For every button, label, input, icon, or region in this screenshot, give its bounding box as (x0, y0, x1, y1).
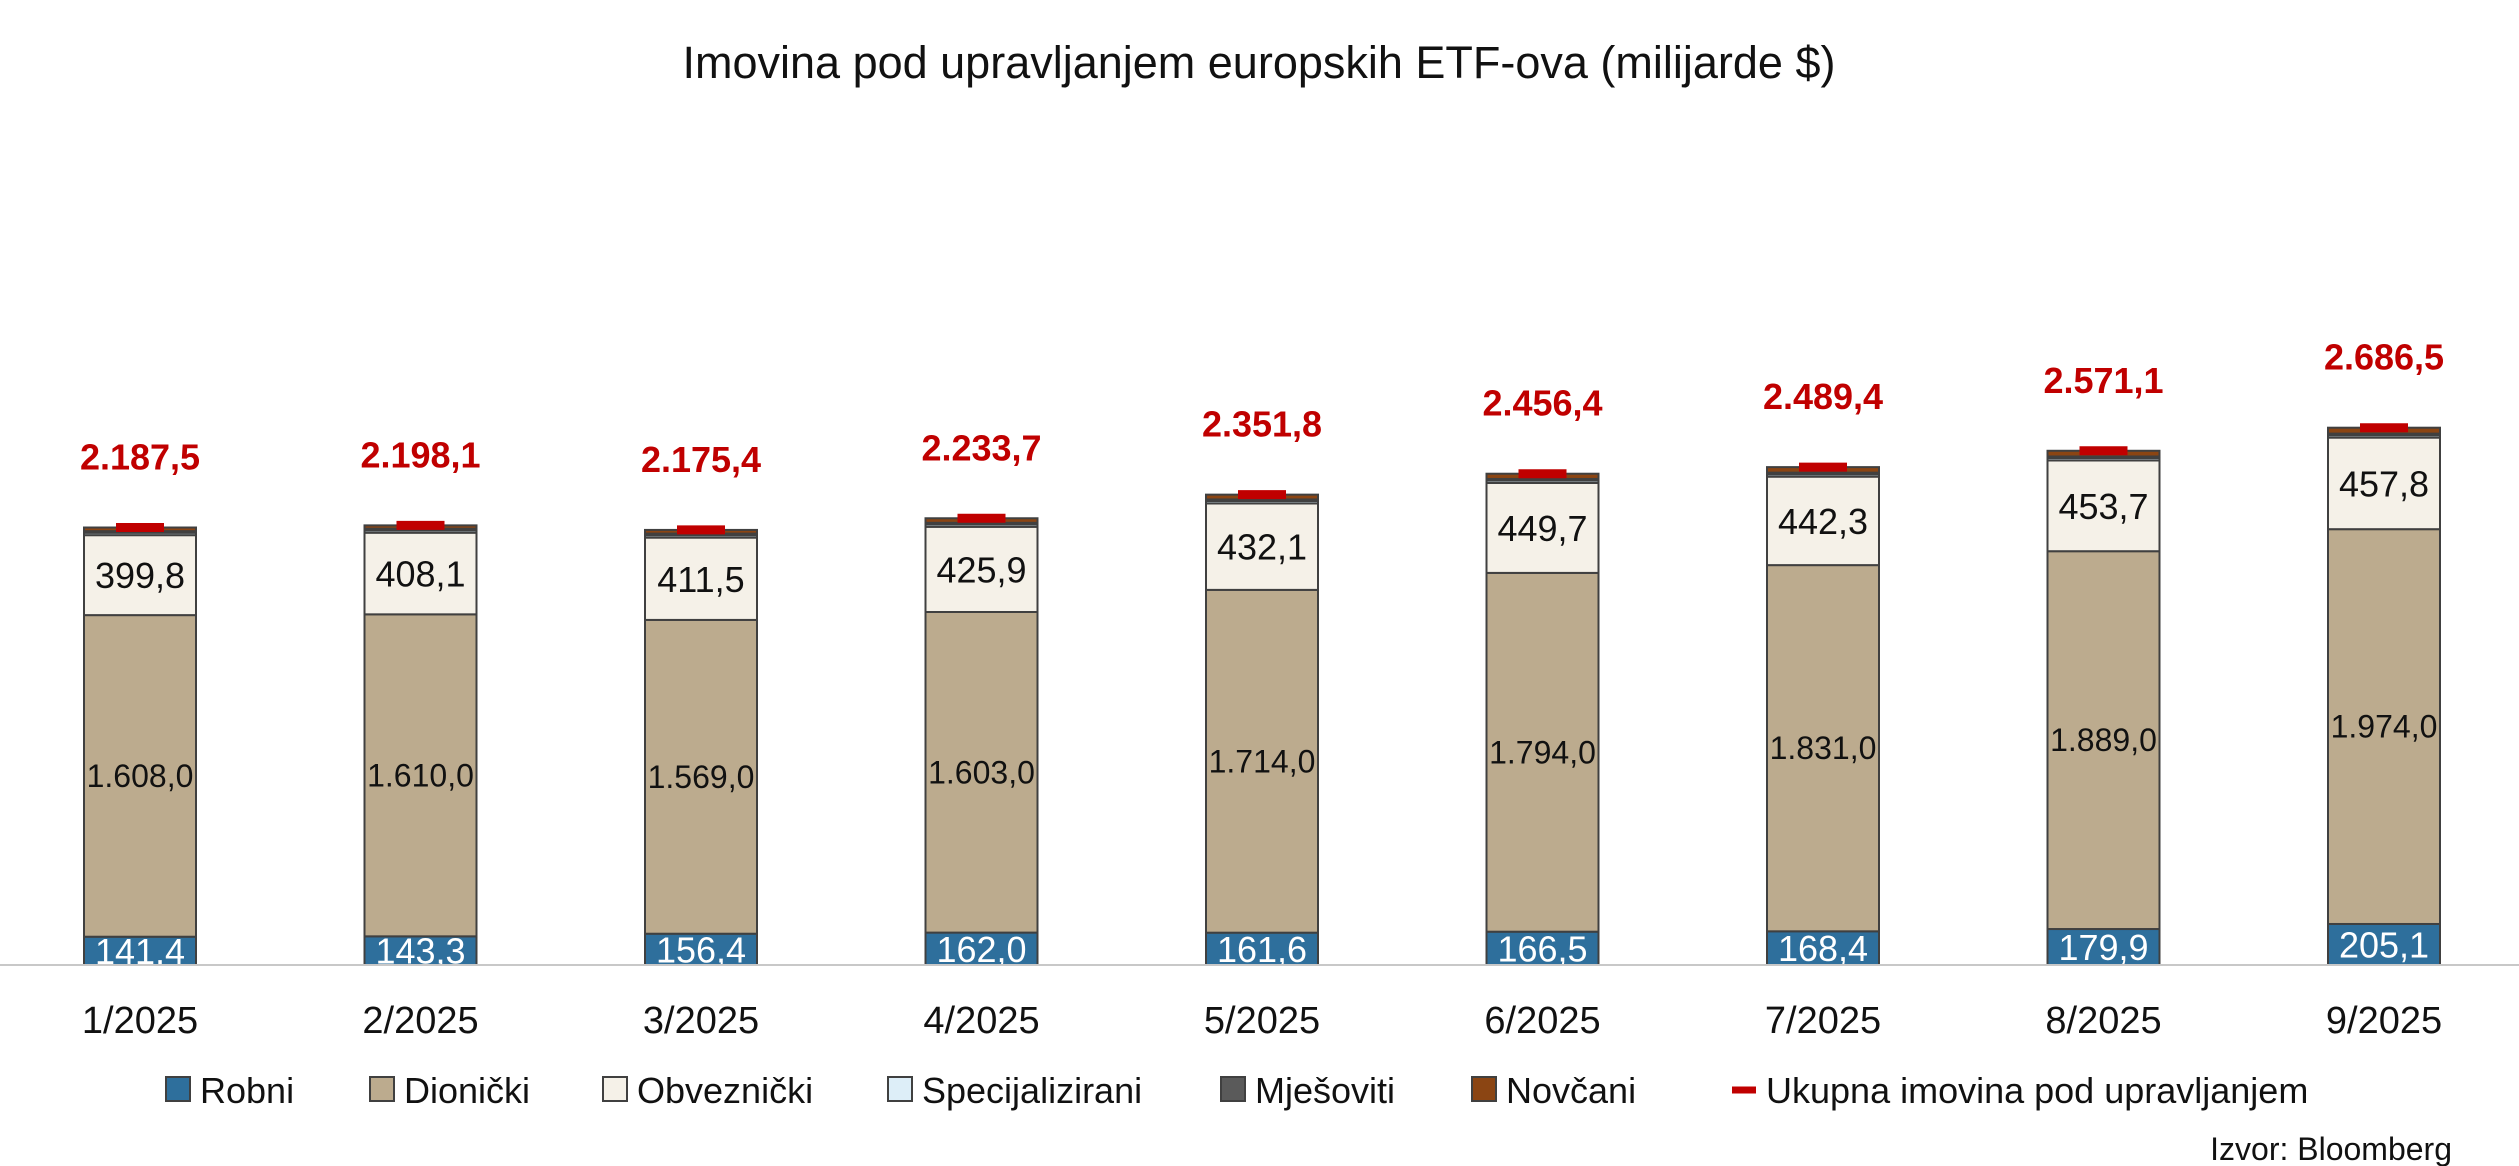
legend: Robni Dionički Obveznički Specijalizirani Mj… (165, 1070, 2308, 1111)
legend-label-robni: Robni (200, 1070, 294, 1111)
x-tick-label-4-2025: 4/2025 (923, 1000, 1039, 1042)
total-label-3-2025: 2.175,4 (641, 439, 761, 480)
data-label-obveznicki-7-2025: 442,3 (1778, 501, 1868, 542)
legend-swatch-obveznicki (602, 1076, 628, 1102)
data-label-robni-6-2025: 166,5 (1497, 928, 1587, 969)
bar-segment-obveznicki-6-2025 (1485, 481, 1600, 574)
plot-area: 141,41.608,0399,82.187,51/2025143,31.610… (0, 337, 2519, 1042)
data-label-obveznicki-8-2025: 453,7 (2058, 486, 2148, 527)
legend-label-obveznicki: Obveznički (637, 1070, 813, 1111)
data-label-obveznicki-9-2025: 457,8 (2339, 463, 2429, 504)
data-label-dionicki-3-2025: 1.569,0 (648, 759, 755, 795)
legend-label-specijalizirani: Specijalizirani (922, 1070, 1142, 1111)
bar-segment-obveznicki-5-2025 (1205, 502, 1319, 591)
total-label-9-2025: 2.686,5 (2324, 337, 2444, 378)
data-label-obveznicki-6-2025: 449,7 (1497, 508, 1587, 549)
data-label-obveznicki-4-2025: 425,9 (936, 549, 1026, 590)
data-label-robni-7-2025: 168,4 (1778, 928, 1868, 969)
bar-segment-obveznicki-3-2025 (644, 536, 758, 621)
bar-segment-dionicki-2-2025 (363, 613, 478, 938)
legend-swatch-mjesoviti (1220, 1076, 1246, 1102)
source-note: Izvor: Bloomberg (2210, 1131, 2452, 1166)
total-label-2-2025: 2.198,1 (360, 434, 480, 475)
bar-segment-obveznicki-7-2025 (1766, 475, 1880, 567)
total-label-7-2025: 2.489,4 (1763, 376, 1883, 417)
data-label-dionicki-8-2025: 1.889,0 (2050, 722, 2157, 758)
data-label-dionicki-5-2025: 1.714,0 (1209, 743, 1316, 779)
bar-segment-dionicki-7-2025 (1766, 564, 1880, 933)
data-label-obveznicki-5-2025: 432,1 (1217, 527, 1307, 568)
legend-label-ukupna-imovina-pod-upravljanjem: Ukupna imovina pod upravljanjem (1766, 1070, 2308, 1111)
data-label-robni-9-2025: 205,1 (2339, 924, 2429, 965)
legend-label-novcani: Novčani (1506, 1070, 1636, 1111)
bar-segment-obveznicki-2-2025 (363, 531, 478, 616)
total-label-5-2025: 2.351,8 (1202, 404, 1322, 445)
bar-segment-obveznicki-9-2025 (2327, 436, 2441, 531)
x-tick-label-7-2025: 7/2025 (1765, 1000, 1881, 1042)
legend-swatch-novcani (1471, 1076, 1497, 1102)
data-label-obveznicki-3-2025: 411,5 (657, 559, 744, 600)
bar-segment-obveznicki-8-2025 (2046, 459, 2161, 553)
data-label-robni-4-2025: 162,0 (936, 929, 1026, 970)
bar-segment-dionicki-6-2025 (1485, 571, 1600, 933)
x-tick-label-2-2025: 2/2025 (362, 1000, 478, 1042)
x-tick-label-5-2025: 5/2025 (1204, 1000, 1320, 1042)
bar-segment-dionicki-5-2025 (1205, 588, 1319, 934)
bar-segment-obveznicki-1-2025 (83, 534, 197, 617)
data-label-dionicki-9-2025: 1.974,0 (2331, 709, 2438, 745)
x-tick-label-6-2025: 6/2025 (1484, 1000, 1600, 1042)
data-label-dionicki-2-2025: 1.610,0 (367, 757, 474, 793)
bar-segment-dionicki-4-2025 (924, 611, 1039, 934)
total-label-6-2025: 2.456,4 (1482, 383, 1602, 424)
data-label-robni-3-2025: 156,4 (656, 929, 746, 970)
data-label-obveznicki-1-2025: 399,8 (95, 555, 185, 596)
data-label-dionicki-7-2025: 1.831,0 (1770, 730, 1877, 766)
chart-title: Imovina pod upravljanjem europskih ETF-o… (683, 37, 1836, 88)
data-label-robni-5-2025: 161,6 (1217, 929, 1307, 970)
data-label-robni-8-2025: 179,9 (2058, 927, 2148, 968)
data-label-obveznicki-2-2025: 408,1 (375, 554, 465, 595)
total-label-4-2025: 2.233,7 (921, 427, 1041, 468)
bar-segment-obveznicki-4-2025 (924, 525, 1039, 614)
data-label-dionicki-4-2025: 1.603,0 (928, 754, 1035, 790)
x-tick-label-9-2025: 9/2025 (2326, 1000, 2442, 1042)
data-label-dionicki-6-2025: 1.794,0 (1489, 734, 1596, 770)
total-label-1-2025: 2.187,5 (80, 437, 200, 478)
legend-label-dionicki: Dionički (404, 1070, 530, 1111)
x-tick-label-1-2025: 1/2025 (82, 1000, 198, 1042)
x-tick-label-3-2025: 3/2025 (643, 1000, 759, 1042)
legend-label-mjesoviti: Mješoviti (1255, 1070, 1395, 1111)
bar-segment-dionicki-8-2025 (2046, 550, 2161, 931)
bar-segment-dionicki-3-2025 (644, 618, 758, 935)
legend-swatch-robni (165, 1076, 191, 1102)
total-label-8-2025: 2.571,1 (2043, 360, 2163, 401)
data-label-dionicki-1-2025: 1.608,0 (87, 758, 194, 794)
x-tick-label-8-2025: 8/2025 (2045, 1000, 2161, 1042)
bar-segment-robni-3-2025 (644, 932, 758, 966)
legend-swatch-specijalizirani (887, 1076, 913, 1102)
legend-swatch-dionicki (369, 1076, 395, 1102)
